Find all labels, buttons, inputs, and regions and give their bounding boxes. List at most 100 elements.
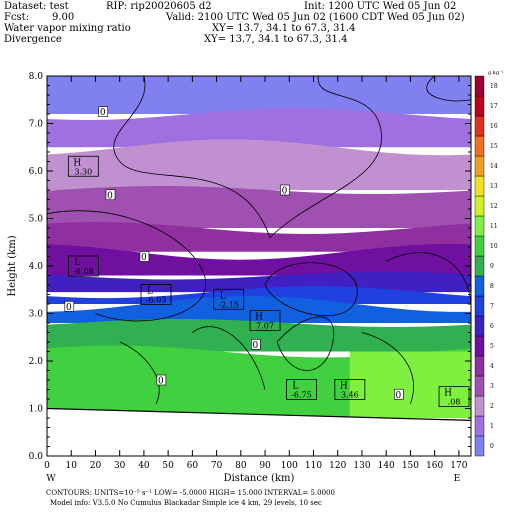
colorbar-swatch [474,295,485,317]
colorbar-swatch [474,435,485,457]
y-axis-title: Height (km) [7,235,18,296]
y-tick-label: 0.0 [29,452,44,462]
surface-line [47,407,471,421]
extremum-value: -6.03 [146,296,167,305]
extremum-box [213,288,245,310]
contour-zero-label: 0 [141,253,147,263]
contour-zero-label: 0 [107,191,113,201]
divergence-contour [264,262,358,317]
x-axis-title: Distance (km) [224,473,295,484]
divergence-contour [386,252,471,309]
x-end-label-left: W [46,474,56,484]
colorbar-level-label: 2 [490,403,494,410]
colorbar-unit: g kg⁻¹ [488,70,504,76]
contour-zero-box [98,106,109,117]
colorbar-level-label: 12 [490,203,498,210]
extremum-box [67,155,99,177]
colorbar-swatch [474,95,485,117]
contour-zero-label: 0 [100,108,106,118]
colorbar-swatch [474,355,485,377]
colorbar-swatch [474,135,485,157]
x-tick-label: 80 [235,461,247,471]
moisture-band [47,296,471,323]
contour-zero-box [394,388,404,400]
contour-zero-box [251,339,261,350]
extremum-kind: H [255,313,263,323]
moisture-band [47,271,471,293]
extremum-value: 3.46 [341,391,359,400]
colorbar-level-label: 6 [490,323,494,330]
contour-zero-label: 0 [282,187,288,197]
y-tick-label: 4.0 [29,262,44,272]
divergence-contour [113,76,382,239]
x-tick-label: 120 [329,461,346,471]
x-tick-label: 60 [187,461,199,471]
init-time: Init: 1200 UTC Wed 05 Jun 02 [304,1,457,12]
colorbar-swatch [474,75,485,97]
extremum-kind: H [340,382,348,392]
extremum-kind: H [73,158,81,168]
colorbar-swatch [474,195,485,217]
field2-name: Divergence [4,34,62,45]
valid-time: Valid: 2100 UTC Wed 05 Jun 02 (1600 CDT … [166,12,465,23]
x-tick-label: 130 [353,461,370,471]
moisture-band [47,319,471,352]
divergence-contour [192,326,266,390]
field1-xy: XY= 13.7, 34.1 to 67.3, 31.4 [212,23,356,34]
dataset-label: Dataset: test [4,1,69,12]
x-tick-label: 100 [281,461,298,471]
contour-zero-label: 0 [395,391,401,401]
contour-zero-label: 0 [252,341,258,351]
extremum-box [67,255,99,277]
colorbar-level-label: 10 [490,243,498,250]
colorbar-swatch [474,375,485,397]
extremum-value: 3.30 [74,167,92,176]
contour-zero-label: 0 [66,303,72,313]
colorbar-swatch [474,335,485,357]
colorbar-level-label: 11 [490,223,498,230]
colorbar-swatch [474,395,485,417]
colorbar-level-label: 18 [490,83,498,90]
field2-xy: XY= 13.7, 34.1 to 67.3, 31.4 [204,34,348,45]
moisture-band [47,243,471,276]
x-tick-label: 30 [114,461,126,471]
colorbar-swatch [474,235,485,257]
x-tick-label: 50 [162,461,174,471]
moisture-band [47,108,471,148]
extremum-box [285,379,317,400]
divergence-contour [47,210,207,322]
contour-zero-box [156,374,167,386]
extremum-box [249,310,281,332]
contour-zero-box [139,251,150,262]
colorbar-level-label: 14 [490,163,498,170]
x-tick-label: 150 [402,461,419,471]
colorbar-level-label: 15 [490,143,498,150]
colorbar-level-label: 17 [490,103,498,110]
colorbar-level-label: 1 [490,423,494,430]
contour-zero-box [280,184,290,196]
y-tick-label: 3.0 [29,310,44,320]
colorbar-swatch [474,415,485,437]
moisture-band [47,222,471,252]
colorbar-level-label: 5 [490,343,494,350]
extremum-value: -6.75 [291,391,312,400]
colorbar-swatch [474,175,485,197]
y-tick-label: 2.0 [29,357,44,367]
x-tick-label: 70 [211,461,223,471]
colorbar-level-label: 4 [490,363,494,370]
divergence-contour [426,76,471,102]
extremum-box [334,379,366,400]
model-info: Model info: V3.5.0 No Cumulus Blackadar … [50,499,322,507]
contour-zero-box [105,189,116,201]
colorbar-level-label: 7 [490,303,494,310]
y-tick-label: 5.0 [29,215,44,225]
x-tick-label: 110 [305,461,322,471]
fcst-label: Fcst: [4,12,30,23]
rip-label: RIP: rip20020605 d2 [106,1,212,12]
colorbar-level-label: 16 [490,123,498,130]
y-tick-label: 6.0 [29,167,44,177]
fcst-value: 9.00 [52,12,75,23]
extremum-box [438,386,470,408]
